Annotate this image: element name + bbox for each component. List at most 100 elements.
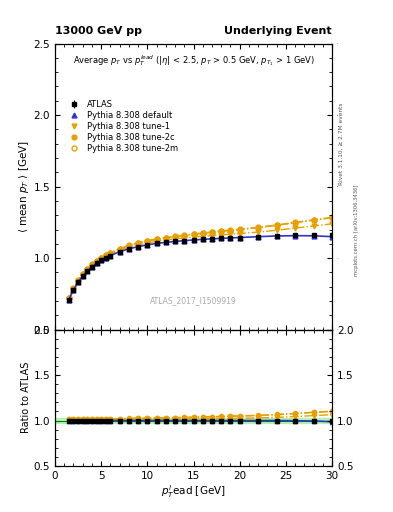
Pythia 8.308 default [76,279,81,285]
Pythia 8.308 tune-2c [145,238,150,244]
Pythia 8.308 tune-2c [237,226,242,232]
Pythia 8.308 default [256,233,261,240]
Text: Rivet 3.1.10, ≥ 2.7M events: Rivet 3.1.10, ≥ 2.7M events [339,102,344,185]
Pythia 8.308 tune-2m [311,217,316,223]
Pythia 8.308 tune-2m [66,295,71,302]
Pythia 8.308 tune-2c [90,261,94,267]
Pythia 8.308 tune-2c [163,234,168,241]
Pythia 8.308 tune-2m [256,225,261,231]
Y-axis label: $\langle$ mean $p_T$ $\rangle$ [GeV]: $\langle$ mean $p_T$ $\rangle$ [GeV] [17,140,31,233]
Pythia 8.308 tune-2m [163,235,168,241]
Pythia 8.308 tune-2c [85,266,90,272]
Pythia 8.308 tune-2c [274,222,279,228]
Pythia 8.308 default [237,234,242,241]
Pythia 8.308 tune-2m [228,227,233,233]
Line: Pythia 8.308 tune-1: Pythia 8.308 tune-1 [66,221,334,302]
Pythia 8.308 tune-1 [127,244,131,250]
Pythia 8.308 tune-1 [81,272,85,278]
Legend: ATLAS, Pythia 8.308 default, Pythia 8.308 tune-1, Pythia 8.308 tune-2c, Pythia 8: ATLAS, Pythia 8.308 default, Pythia 8.30… [62,96,182,156]
Pythia 8.308 tune-2c [99,254,104,261]
Pythia 8.308 tune-2m [154,237,159,243]
Pythia 8.308 tune-1 [99,256,104,262]
Pythia 8.308 tune-2c [108,250,113,256]
Pythia 8.308 tune-1 [173,236,178,242]
Pythia 8.308 tune-2m [237,227,242,233]
Pythia 8.308 tune-1 [71,286,76,292]
Pythia 8.308 tune-2c [219,228,224,234]
Pythia 8.308 tune-2c [293,219,298,225]
Pythia 8.308 tune-2c [76,277,81,283]
Pythia 8.308 tune-2m [200,230,205,237]
Pythia 8.308 tune-2c [173,233,178,239]
Pythia 8.308 tune-2m [219,228,224,234]
Pythia 8.308 tune-1 [219,232,224,238]
Pythia 8.308 tune-2m [94,259,99,265]
Pythia 8.308 tune-2m [210,229,215,236]
Pythia 8.308 tune-1 [274,227,279,233]
Pythia 8.308 tune-2m [173,233,178,240]
Pythia 8.308 tune-1 [311,223,316,229]
Pythia 8.308 tune-2m [274,222,279,228]
Pythia 8.308 default [182,238,187,244]
Pythia 8.308 tune-2c [136,240,141,246]
Pythia 8.308 default [219,236,224,242]
Pythia 8.308 tune-2m [71,286,76,292]
Pythia 8.308 tune-2m [81,271,85,278]
Pythia 8.308 tune-1 [103,253,108,260]
Pythia 8.308 default [191,237,196,243]
Pythia 8.308 default [117,249,122,255]
X-axis label: $p_T^l$ead [GeV]: $p_T^l$ead [GeV] [161,483,226,500]
Pythia 8.308 default [200,237,205,243]
Pythia 8.308 tune-2c [71,285,76,291]
Pythia 8.308 default [71,287,76,293]
Text: 13000 GeV pp: 13000 GeV pp [55,26,142,36]
Line: Pythia 8.308 default: Pythia 8.308 default [66,233,334,302]
Pythia 8.308 tune-1 [293,225,298,231]
Pythia 8.308 default [136,244,141,250]
Pythia 8.308 tune-2m [136,240,141,246]
Pythia 8.308 tune-1 [330,221,334,227]
Pythia 8.308 default [99,257,104,263]
Pythia 8.308 tune-1 [108,251,113,258]
Pythia 8.308 default [108,252,113,259]
Pythia 8.308 tune-2c [66,295,71,301]
Y-axis label: Ratio to ATLAS: Ratio to ATLAS [21,362,31,434]
Pythia 8.308 default [94,260,99,266]
Pythia 8.308 tune-2c [330,215,334,221]
Pythia 8.308 tune-1 [66,296,71,302]
Text: Underlying Event: Underlying Event [224,26,332,36]
Pythia 8.308 tune-1 [94,259,99,265]
Pythia 8.308 tune-1 [228,231,233,237]
Pythia 8.308 tune-2c [228,227,233,233]
Pythia 8.308 tune-2m [293,220,298,226]
Pythia 8.308 tune-2c [103,252,108,258]
Pythia 8.308 tune-1 [90,263,94,269]
Pythia 8.308 default [154,240,159,246]
Pythia 8.308 tune-1 [145,240,150,246]
Pythia 8.308 tune-2m [191,231,196,238]
Pythia 8.308 default [311,233,316,239]
Pythia 8.308 tune-1 [117,247,122,253]
Pythia 8.308 tune-1 [182,235,187,241]
Pythia 8.308 default [145,242,150,248]
Pythia 8.308 default [163,239,168,245]
Pythia 8.308 default [330,233,334,240]
Pythia 8.308 tune-2m [145,238,150,244]
Pythia 8.308 tune-2m [103,252,108,259]
Pythia 8.308 tune-2m [108,250,113,256]
Pythia 8.308 tune-2c [311,217,316,223]
Pythia 8.308 default [85,268,90,274]
Pythia 8.308 default [293,232,298,239]
Pythia 8.308 tune-1 [85,267,90,273]
Text: mcplots.cern.ch [arXiv:1306.3436]: mcplots.cern.ch [arXiv:1306.3436] [354,185,359,276]
Pythia 8.308 default [81,273,85,279]
Pythia 8.308 tune-2m [90,262,94,268]
Pythia 8.308 tune-1 [256,229,261,235]
Pythia 8.308 tune-2m [99,255,104,261]
Pythia 8.308 tune-1 [136,242,141,248]
Pythia 8.308 tune-2c [81,271,85,277]
Pythia 8.308 default [210,236,215,242]
Pythia 8.308 tune-1 [237,230,242,237]
Pythia 8.308 default [173,238,178,244]
Pythia 8.308 tune-2c [182,232,187,238]
